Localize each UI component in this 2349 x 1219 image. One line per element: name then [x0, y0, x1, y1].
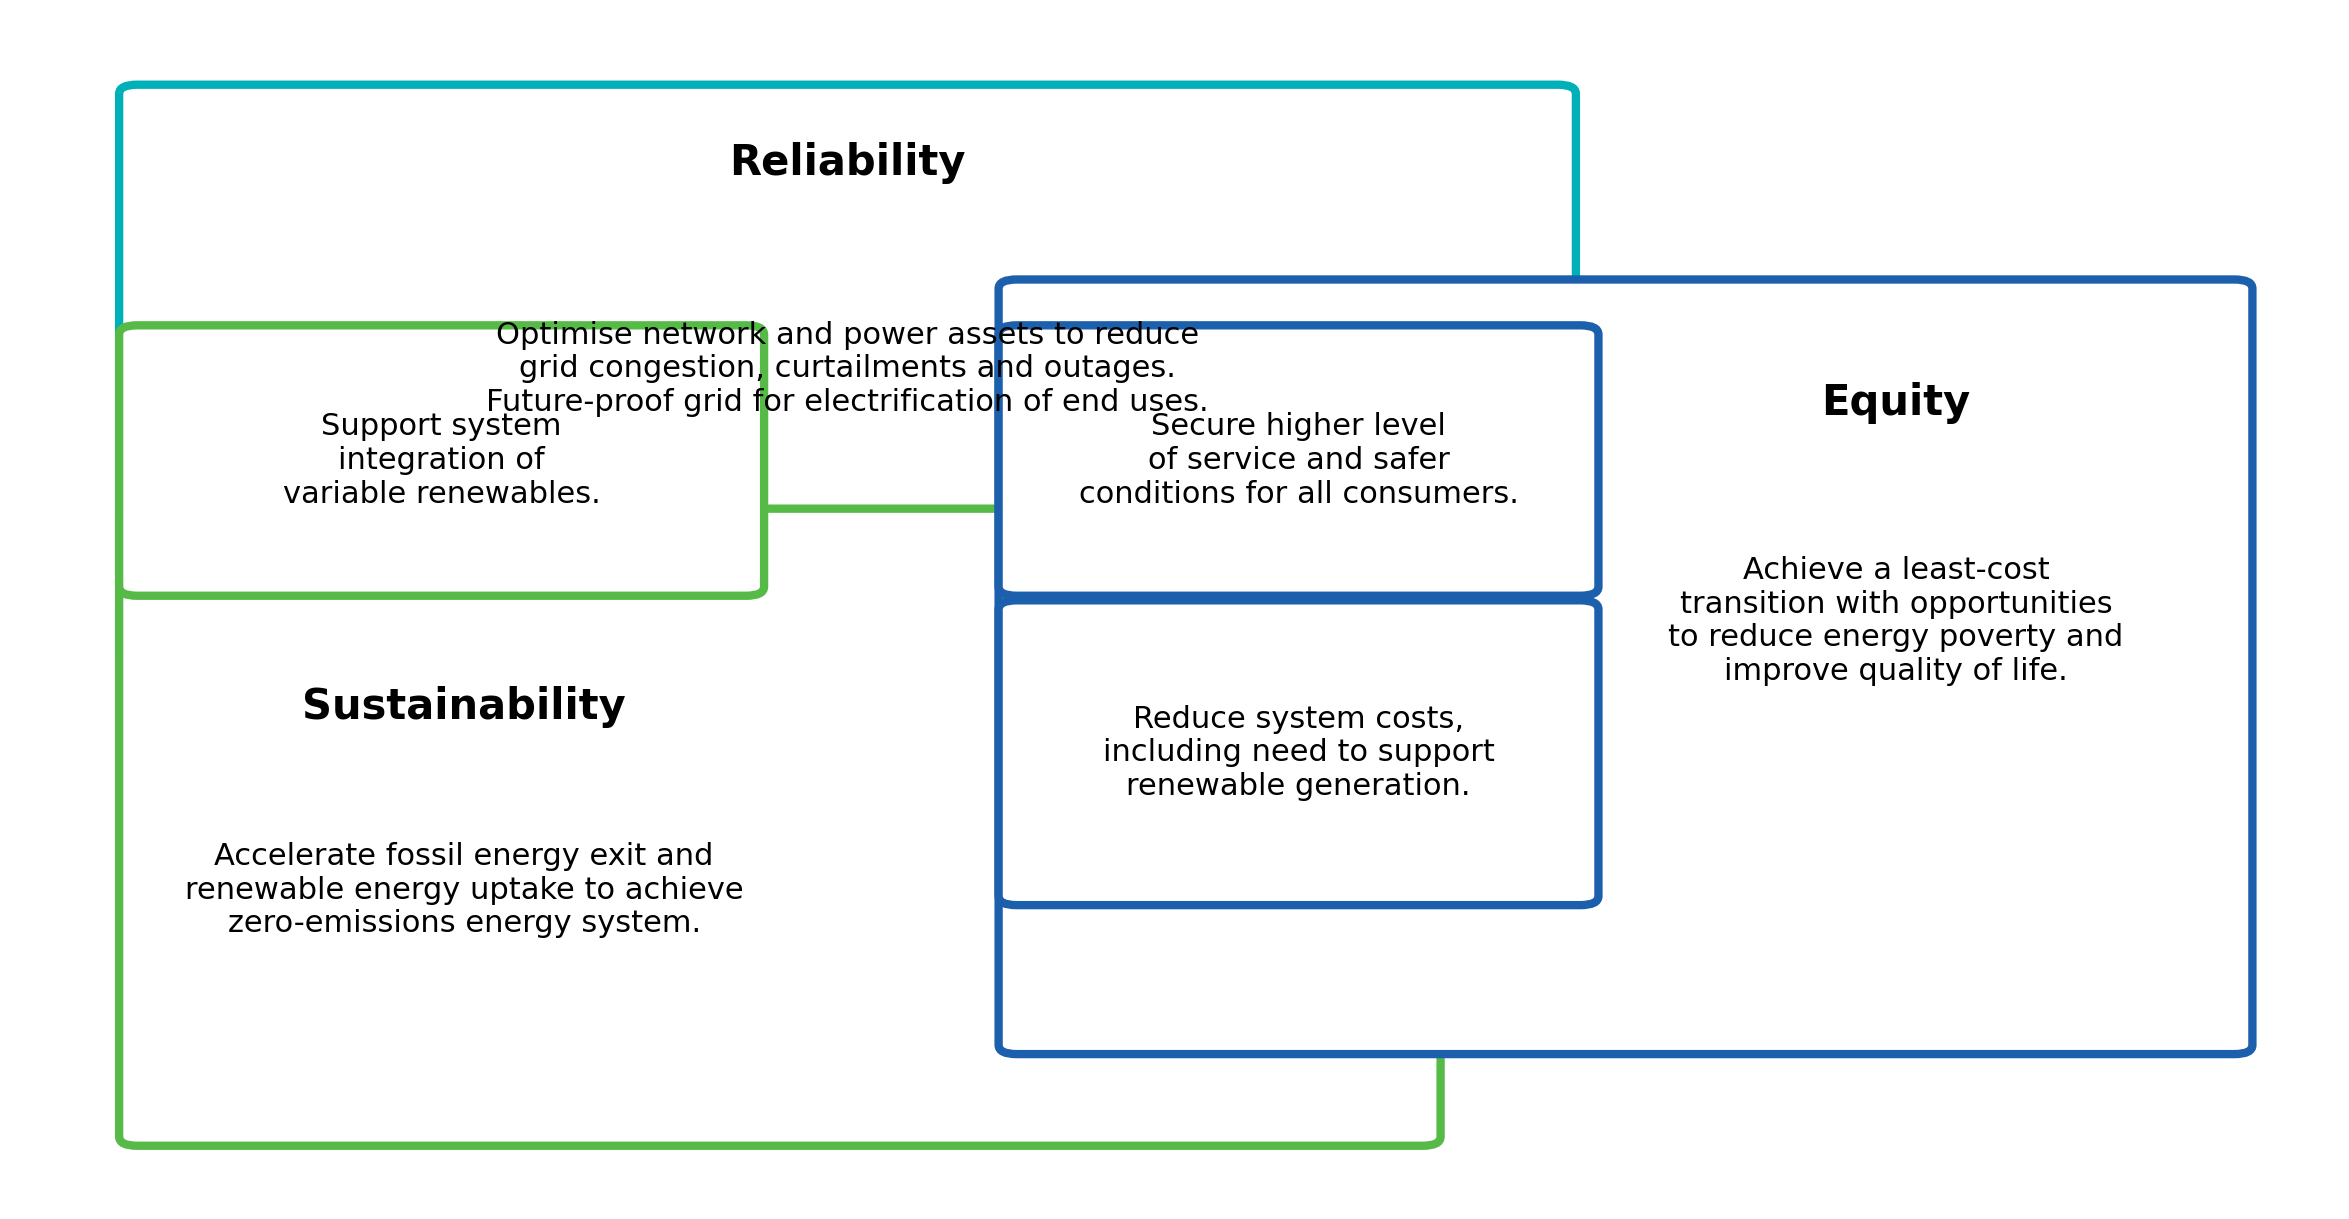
FancyBboxPatch shape	[120, 325, 763, 596]
Text: Accelerate fossil energy exit and
renewable energy uptake to achieve
zero-emissi: Accelerate fossil energy exit and renewa…	[186, 842, 745, 939]
FancyBboxPatch shape	[120, 84, 1576, 664]
FancyBboxPatch shape	[120, 508, 1440, 1146]
Text: Reliability: Reliability	[728, 141, 965, 184]
FancyBboxPatch shape	[998, 600, 1597, 906]
Text: Sustainability: Sustainability	[303, 686, 627, 728]
Text: Optimise network and power assets to reduce
grid congestion, curtailments and ou: Optimise network and power assets to red…	[486, 321, 1210, 417]
Text: Equity: Equity	[1820, 383, 1971, 424]
FancyBboxPatch shape	[998, 325, 1597, 596]
Text: Secure higher level
of service and safer
conditions for all consumers.: Secure higher level of service and safer…	[1078, 412, 1517, 508]
Text: Support system
integration of
variable renewables.: Support system integration of variable r…	[282, 412, 601, 508]
Text: Achieve a least-cost
transition with opportunities
to reduce energy poverty and
: Achieve a least-cost transition with opp…	[1668, 556, 2123, 686]
Text: Reduce system costs,
including need to support
renewable generation.: Reduce system costs, including need to s…	[1102, 705, 1494, 801]
FancyBboxPatch shape	[998, 279, 2253, 1054]
